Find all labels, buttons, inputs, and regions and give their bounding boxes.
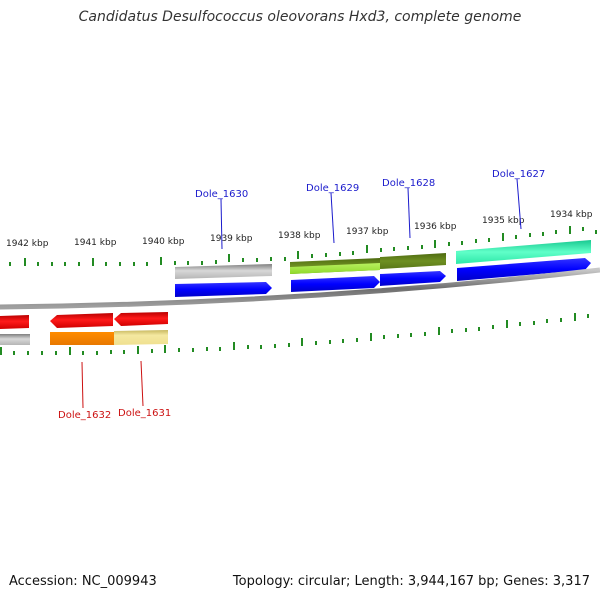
gene-label-group[interactable]: Dole_1628: [382, 178, 435, 239]
gene-label-group[interactable]: Dole_1627: [492, 169, 545, 230]
tick-label: 1934 kbp: [550, 210, 593, 220]
tick-label: 1937 kbp: [346, 227, 389, 237]
gene-bar-dole-1628[interactable]: [380, 253, 446, 269]
gene-label-dole-1627[interactable]: Dole_1627: [492, 169, 545, 180]
tick-label: 1939 kbp: [210, 234, 253, 244]
gene-label-dole-1632[interactable]: Dole_1632: [58, 410, 111, 421]
gene-bar-left-fragment[interactable]: [0, 334, 30, 345]
cds-arrow-dole-1628[interactable]: [380, 271, 446, 286]
genome-title: Candidatus Desulfococcus oleovorans Hxd3…: [78, 9, 522, 25]
genome-summary: Topology: circular; Length: 3,944,167 bp…: [232, 574, 590, 589]
gene-bar-dole-1627[interactable]: [456, 240, 591, 264]
gene-bar-dole-1632[interactable]: [50, 332, 114, 345]
gene-label-dole-1630[interactable]: Dole_1630: [195, 189, 248, 200]
gene-bar-dole-1629-sub: [290, 263, 380, 274]
cds-arrow-left-fragment[interactable]: [0, 315, 29, 329]
gene-bar-dole-1631[interactable]: [114, 330, 168, 345]
tick-label: 1940 kbp: [142, 237, 185, 247]
tick-label: 1936 kbp: [414, 222, 457, 232]
genome-backbone: [0, 267, 600, 310]
gene-label-group[interactable]: Dole_1629: [306, 183, 359, 244]
tick-label: 1941 kbp: [74, 238, 117, 248]
cds-arrow-dole-1632[interactable]: [50, 313, 113, 328]
gene-label-dole-1629[interactable]: Dole_1629: [306, 183, 359, 194]
tick-label: 1938 kbp: [278, 231, 321, 241]
cds-arrow-dole-1630[interactable]: [175, 282, 272, 297]
gene-label-group[interactable]: Dole_1630: [195, 189, 248, 250]
cds-arrow-dole-1627[interactable]: [457, 258, 591, 281]
cds-arrow-dole-1629[interactable]: [291, 276, 380, 292]
cds-arrow-dole-1631[interactable]: [114, 312, 168, 326]
tick-label: 1935 kbp: [482, 216, 525, 226]
tick-label: 1942 kbp: [6, 239, 49, 249]
gene-label-group[interactable]: Dole_1631: [118, 360, 171, 419]
gene-label-dole-1631[interactable]: Dole_1631: [118, 408, 171, 419]
accession-label: Accession: NC_009943: [9, 574, 157, 589]
gene-bar-dole-1630[interactable]: [175, 264, 272, 279]
gene-label-group[interactable]: Dole_1632: [58, 361, 111, 421]
gene-label-dole-1628[interactable]: Dole_1628: [382, 178, 435, 189]
forward-tick-scale: [9, 226, 597, 266]
reverse-tick-scale: [0, 313, 589, 355]
